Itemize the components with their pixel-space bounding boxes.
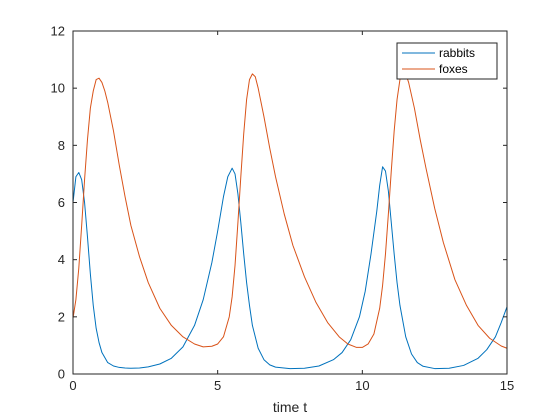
y-tick-label: 8 — [58, 138, 65, 153]
y-tick-label: 2 — [58, 309, 65, 324]
legend-label-foxes: foxes — [439, 62, 468, 76]
x-tick-label: 5 — [214, 378, 221, 393]
legend-box — [396, 42, 498, 80]
y-tick-label: 4 — [58, 252, 65, 267]
series-line-rabbits — [72, 166, 508, 370]
x-axis-label: time t — [273, 399, 307, 415]
legend: rabbits foxes — [396, 42, 498, 80]
axis-ticks — [72, 30, 508, 375]
x-tick-label: 15 — [500, 378, 514, 393]
x-tick-label: 0 — [69, 378, 76, 393]
y-tick-label: 6 — [58, 195, 65, 210]
y-tick-label: 0 — [58, 367, 65, 382]
y-tick-label: 12 — [51, 24, 65, 39]
x-tick-label: 10 — [355, 378, 369, 393]
y-tick-label: 10 — [51, 81, 65, 96]
legend-label-rabbits: rabbits — [439, 46, 475, 60]
axis-tick-labels: 0 5 10 15 0 2 4 6 8 10 12 — [51, 24, 515, 394]
